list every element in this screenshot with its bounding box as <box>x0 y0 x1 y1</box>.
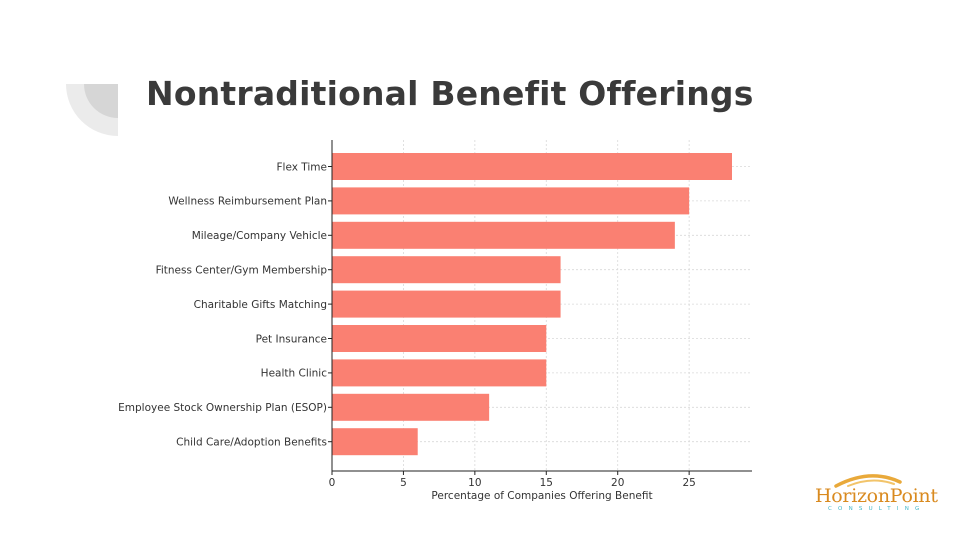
category-label: Wellness Reimbursement Plan <box>168 196 327 208</box>
logo-arc-icon <box>834 474 902 488</box>
category-label: Employee Stock Ownership Plan (ESOP) <box>118 402 327 414</box>
x-tick-label: 15 <box>540 477 553 489</box>
bar <box>332 428 418 456</box>
logo-tagline: CONSULTING <box>828 506 926 512</box>
category-label: Flex Time <box>277 161 327 173</box>
x-axis-title: Percentage of Companies Offering Benefit <box>431 490 652 502</box>
bar <box>332 221 675 249</box>
x-tick-label: 25 <box>682 477 695 489</box>
x-tick-label: 20 <box>611 477 624 489</box>
bar <box>332 153 732 180</box>
x-tick-label: 5 <box>400 477 407 489</box>
category-label: Health Clinic <box>261 368 328 380</box>
corner-decoration <box>66 84 118 136</box>
slide-title: Nontraditional Benefit Offerings <box>146 74 754 113</box>
x-tick-label: 0 <box>329 477 336 489</box>
x-tick-label: 10 <box>468 477 481 489</box>
logo-name: HorizonPoint <box>815 485 938 507</box>
category-label: Mileage/Company Vehicle <box>192 230 327 242</box>
category-label: Child Care/Adoption Benefits <box>176 437 327 449</box>
bar <box>332 187 690 215</box>
bar <box>332 393 490 421</box>
category-label: Fitness Center/Gym Membership <box>156 265 328 277</box>
bar <box>332 290 561 318</box>
bar <box>332 325 547 352</box>
category-label: Pet Insurance <box>256 333 327 345</box>
category-label: Charitable Gifts Matching <box>194 299 327 311</box>
bar <box>332 256 561 284</box>
bar <box>332 359 547 387</box>
